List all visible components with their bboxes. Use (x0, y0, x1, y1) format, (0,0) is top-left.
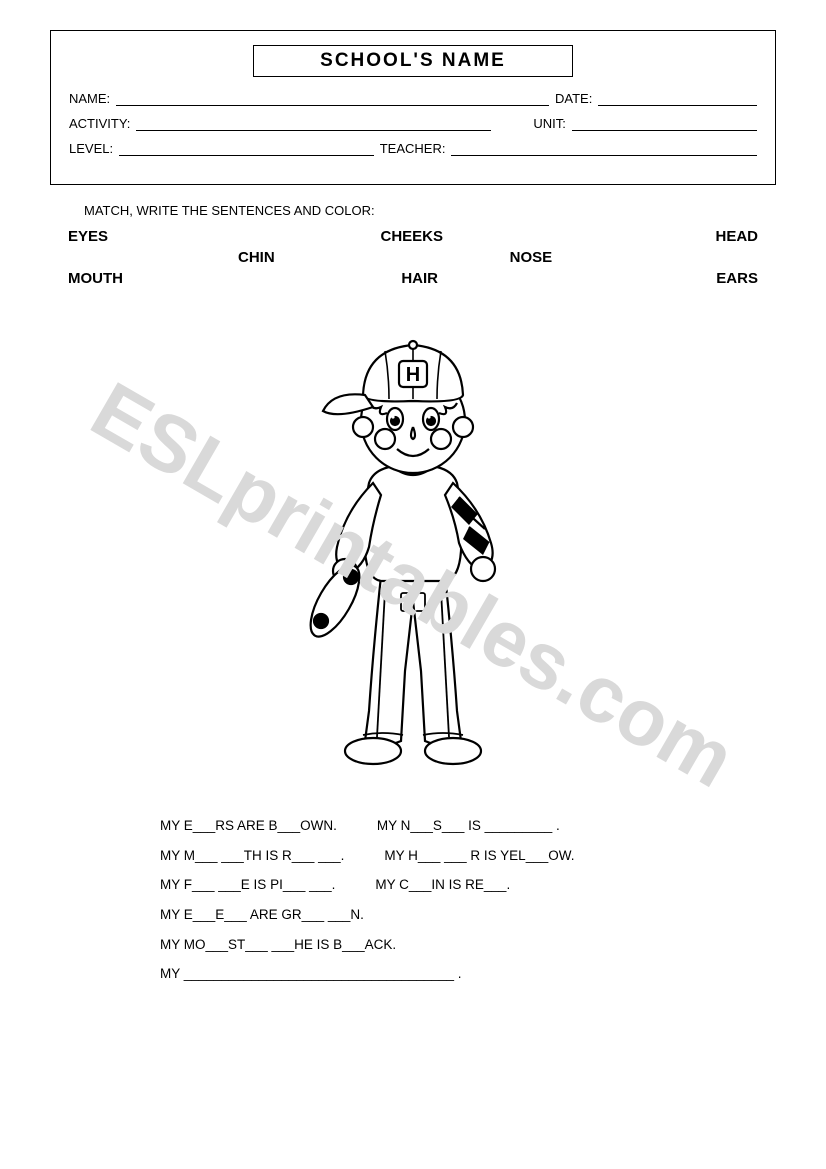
label-level: LEVEL: (69, 141, 113, 156)
wordbank-row-1: EYES CHEEKS HEAD (68, 228, 758, 245)
worksheet-page: ESLprintables.com SCHOOL'S NAME NAME: DA… (0, 0, 826, 1169)
sentence-row-1: MY E___RS ARE B___OWN. MY N___S___ IS __… (160, 811, 776, 841)
sentence-2a: MY M___ ___TH IS R___ ___. (160, 841, 344, 871)
sentence-1a: MY E___RS ARE B___OWN. (160, 811, 337, 841)
sentence-3a: MY F___ ___E IS PI___ ___. (160, 870, 335, 900)
cap-letter: H (406, 364, 420, 386)
boy-figure-svg: H (273, 311, 553, 771)
sentence-2b: MY H___ ___ R IS YEL___OW. (384, 841, 574, 871)
label-unit: UNIT: (533, 116, 566, 131)
word-cheeks: CHEEKS (381, 228, 444, 245)
sentence-4: MY E___E___ ARE GR___ ___N. (160, 900, 776, 930)
wordbank-row-3: MOUTH HAIR EARS (68, 270, 758, 287)
sentence-1b: MY N___S___ IS _________ . (377, 811, 560, 841)
word-nose: NOSE (510, 249, 553, 266)
figure-container: H (50, 311, 776, 791)
label-activity: ACTIVITY: (69, 116, 130, 131)
school-title: SCHOOL'S NAME (253, 45, 573, 77)
word-chin: CHIN (238, 249, 275, 266)
word-eyes: EYES (68, 228, 108, 245)
spacer-row2a (68, 249, 238, 266)
line-unit[interactable] (572, 117, 757, 131)
row-name-date: NAME: DATE: (69, 91, 757, 106)
header-box: SCHOOL'S NAME NAME: DATE: ACTIVITY: UNIT… (50, 30, 776, 185)
word-hair: HAIR (401, 270, 438, 287)
word-head: HEAD (715, 228, 758, 245)
row-level-teacher: LEVEL: TEACHER: (69, 141, 757, 156)
spacer-row2b (275, 249, 510, 266)
line-date[interactable] (598, 92, 757, 106)
instruction-text: MATCH, WRITE THE SENTENCES AND COLOR: (84, 203, 776, 218)
word-bank: EYES CHEEKS HEAD CHIN NOSE MOUTH HAIR EA… (68, 228, 758, 287)
wordbank-row-2: CHIN NOSE (68, 249, 758, 266)
label-date: DATE: (555, 91, 592, 106)
fill-sentences: MY E___RS ARE B___OWN. MY N___S___ IS __… (160, 811, 776, 989)
sentence-5: MY MO___ST___ ___HE IS B___ACK. (160, 930, 776, 960)
label-teacher: TEACHER: (380, 141, 446, 156)
word-mouth: MOUTH (68, 270, 123, 287)
sentence-row-3: MY F___ ___E IS PI___ ___. MY C___IN IS … (160, 870, 776, 900)
label-name: NAME: (69, 91, 110, 106)
sentence-3b: MY C___IN IS RE___. (375, 870, 510, 900)
row-activity-unit: ACTIVITY: UNIT: (69, 116, 757, 131)
line-level[interactable] (119, 142, 374, 156)
line-name[interactable] (116, 92, 549, 106)
sentence-row-2: MY M___ ___TH IS R___ ___. MY H___ ___ R… (160, 841, 776, 871)
line-teacher[interactable] (451, 142, 757, 156)
line-activity[interactable] (136, 117, 491, 131)
word-ears: EARS (716, 270, 758, 287)
sentence-6: MY ____________________________________ … (160, 959, 776, 989)
